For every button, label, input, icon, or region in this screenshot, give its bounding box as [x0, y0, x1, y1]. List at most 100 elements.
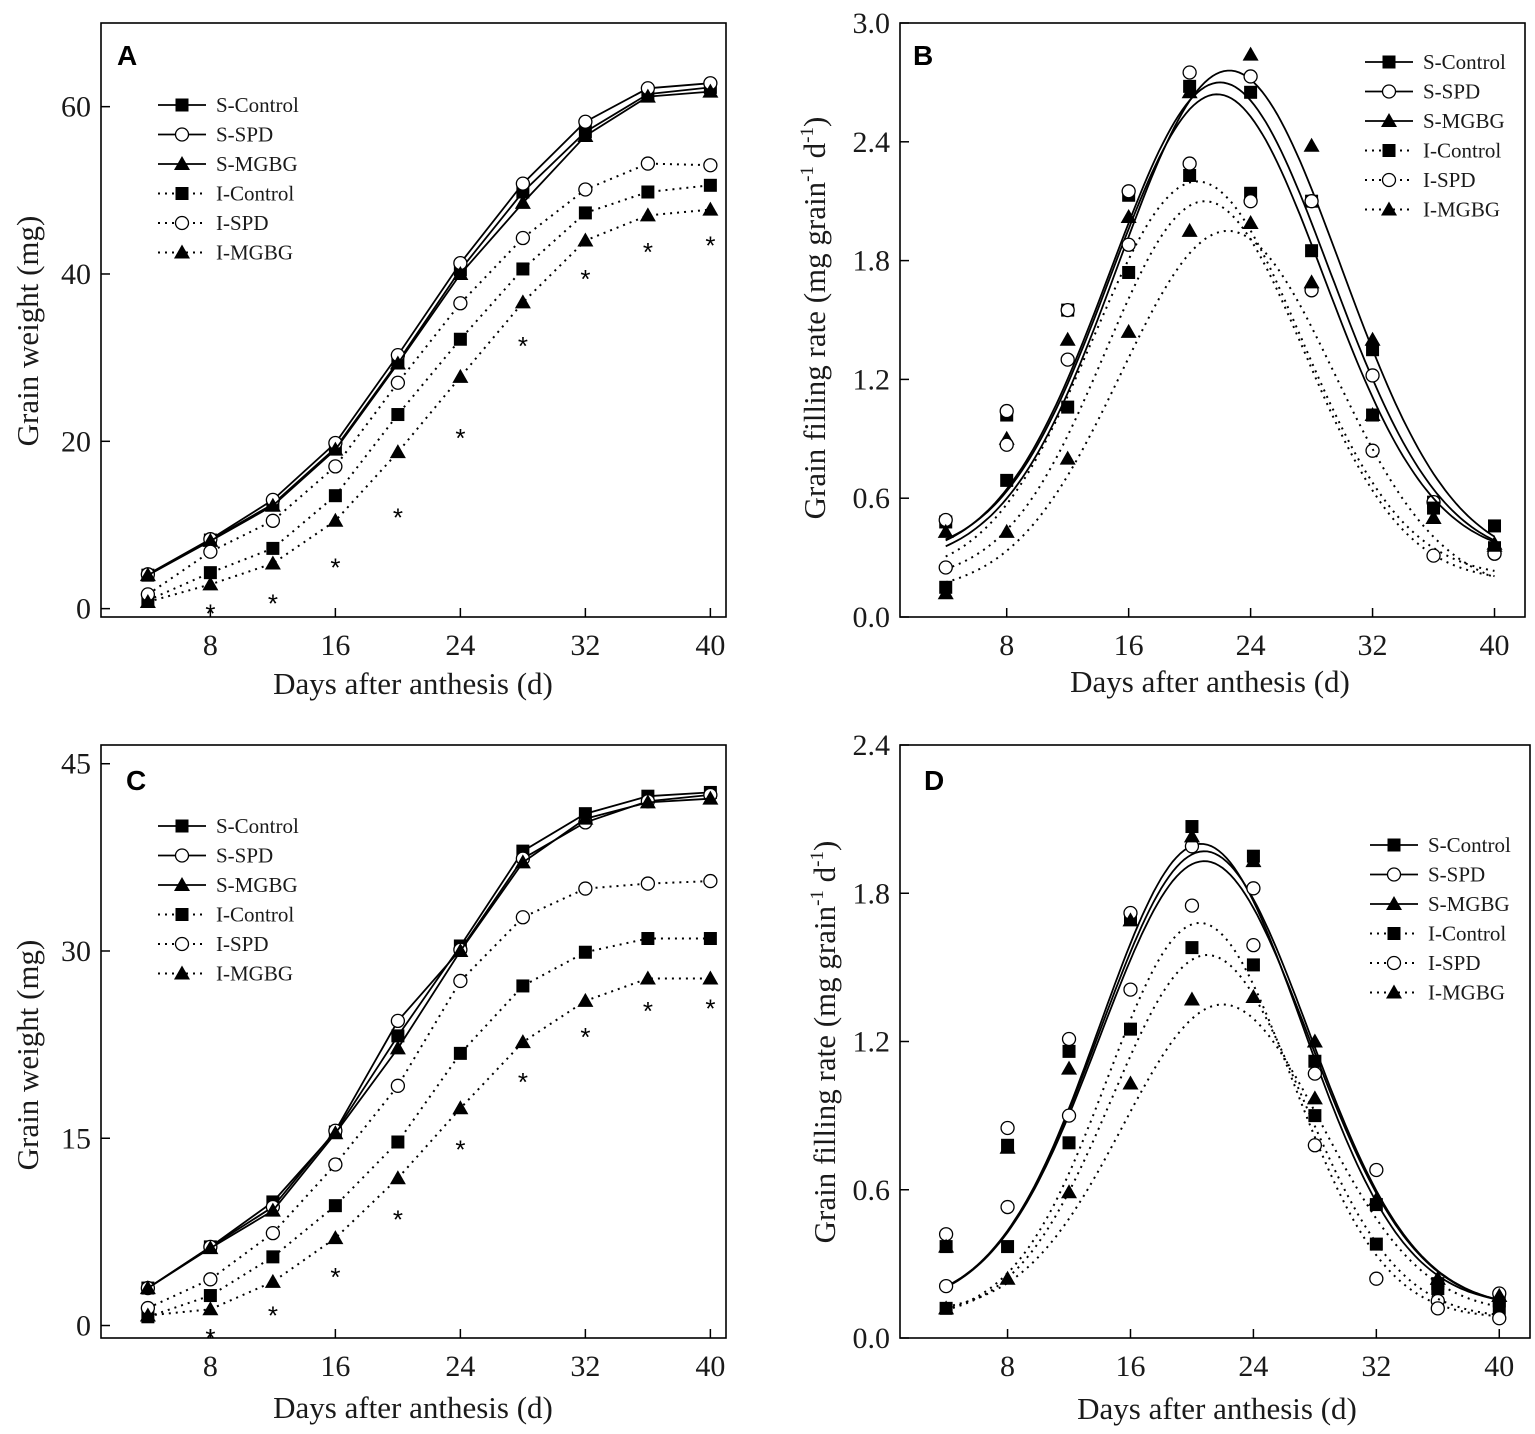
- chart-d-ytick-label: 0.0: [853, 1322, 891, 1355]
- chart-b-point-i-mgbg: [937, 585, 954, 600]
- chart-c-significance-star: *: [268, 1301, 278, 1331]
- chart-c-significance-star: *: [455, 1134, 465, 1164]
- chart-d-line-s-spd: [945, 850, 1500, 1301]
- chart-b-xtick-label: 40: [1480, 629, 1510, 662]
- chart-b-ytick-label: 1.8: [853, 245, 891, 278]
- chart-b-line-i-mgbg: [945, 229, 1495, 584]
- chart-a-xtick-label: 8: [203, 629, 218, 662]
- chart-b-legend-label-i-control: I-Control: [1423, 139, 1501, 163]
- chart-a-significance-star: *: [643, 237, 653, 267]
- chart-b-point-i-mgbg: [1425, 510, 1442, 524]
- chart-d-xtick-label: 8: [1000, 1350, 1015, 1383]
- chart-c-point-s-mgbg: [389, 1040, 406, 1055]
- chart-d-ytick-label: 0.6: [853, 1174, 891, 1207]
- chart-c-point-i-mgbg: [264, 1273, 281, 1288]
- chart-b-xtick-label: 32: [1358, 629, 1388, 662]
- chart-c-xtick-label: 24: [445, 1350, 475, 1383]
- chart-b-point-i-mgbg: [1120, 323, 1137, 338]
- chart-c-point-i-mgbg: [389, 1170, 406, 1185]
- chart-a-legend-label-i-control: I-Control: [216, 182, 294, 206]
- chart-a-significance-star: *: [268, 589, 278, 619]
- chart-b-point-s-mgbg: [1364, 331, 1381, 346]
- chart-a-point-i-spd: [203, 544, 218, 559]
- chart-c-legend-label-s-mgbg: S-MGBG: [216, 873, 298, 897]
- chart-c-point-i-control: [328, 1199, 342, 1213]
- chart-c-line-s-control: [147, 791, 711, 1289]
- chart-c-legend-label-i-spd: I-SPD: [216, 932, 269, 956]
- chart-c-ytick-label: 45: [61, 748, 91, 781]
- chart-a-panel: 0 20 40 60 8 16 24 32 40 Days after anthesis (d) G…: [10, 22, 727, 701]
- chart-d-line-i-mgbg: [945, 1003, 1500, 1308]
- chart-c-point-i-spd: [515, 910, 531, 925]
- chart-a-legend-marker-s-mgbg: [174, 156, 190, 170]
- chart-c-point-s-mgbg: [514, 854, 531, 869]
- chart-a-ytick-label: 0: [76, 593, 91, 626]
- chart-a-point-i-spd: [515, 230, 531, 246]
- chart-b-point-i-mgbg: [1059, 450, 1076, 465]
- chart-c-panel: 0 15 30 45 8 16 24 32 40 Days after anthesis (d) G…: [10, 744, 727, 1425]
- chart-a-legend: S-Control S-SPD S-MGBG I-Control I-SPD I-MGBG: [158, 93, 299, 265]
- chart-a-point-i-mgbg: [577, 232, 594, 247]
- chart-d-legend-label-i-mgbg: I-MGBG: [1428, 981, 1505, 1005]
- chart-a-point-i-mgbg: [389, 444, 406, 459]
- chart-c-significance-star: *: [580, 1022, 590, 1052]
- chart-b-xtick-label: 16: [1114, 629, 1144, 662]
- chart-d-point-i-spd: [1430, 1301, 1445, 1316]
- chart-b-point-s-mgbg: [1242, 46, 1259, 61]
- chart-a-point-s-mgbg: [702, 83, 719, 98]
- chart-c-point-i-control: [453, 1046, 467, 1060]
- chart-d-point-s-mgbg: [1183, 828, 1200, 843]
- chart-a-point-i-mgbg: [264, 555, 281, 570]
- chart-c-point-i-control: [703, 932, 717, 946]
- chart-b-ytick-label: 1.2: [853, 363, 891, 396]
- chart-a-legend-marker-i-mgbg: [174, 244, 190, 259]
- chart-c-line-s-spd: [147, 794, 711, 1289]
- chart-d-point-i-spd: [1246, 937, 1261, 953]
- chart-d-ytick-label: 1.2: [853, 1026, 891, 1059]
- chart-d-point-i-mgbg: [999, 1270, 1016, 1285]
- chart-a-point-s-mgbg: [264, 497, 281, 512]
- chart-b-point-i-mgbg: [1181, 222, 1198, 237]
- chart-a-legend-marker-i-control: [175, 187, 189, 200]
- chart-b-legend-label-i-mgbg: I-MGBG: [1423, 198, 1500, 222]
- chart-c-xtick-label: 40: [695, 1350, 725, 1383]
- chart-d-legend-marker-i-mgbg: [1386, 984, 1402, 999]
- chart-c-point-i-control: [266, 1250, 280, 1264]
- chart-d-legend-label-s-mgbg: S-MGBG: [1428, 892, 1510, 916]
- chart-b-point-i-spd: [1182, 156, 1197, 171]
- chart-b-point-s-mgbg: [1303, 137, 1320, 152]
- chart-d-point-i-control: [1001, 1240, 1015, 1254]
- chart-b-point-i-spd: [1243, 194, 1258, 209]
- chart-d-legend-marker-s-spd: [1386, 867, 1402, 882]
- chart-d-panel: 0.0 0.6 1.2 1.8 2.4 8 16 24 32 40 Days after anthe…: [807, 729, 1531, 1426]
- chart-a-legend-label-s-control: S-Control: [216, 93, 299, 117]
- chart-c-point-s-mgbg: [139, 1280, 156, 1295]
- chart-c-point-i-control: [641, 932, 655, 946]
- chart-a-point-i-control: [328, 489, 342, 503]
- chart-c-label: C: [126, 765, 146, 796]
- chart-d-point-i-control: [1431, 1282, 1445, 1296]
- chart-a-point-s-mgbg: [514, 194, 531, 209]
- chart-d-point-s-spd: [1369, 1162, 1384, 1178]
- chart-c-legend-marker-s-spd: [174, 848, 190, 863]
- chart-a-point-i-spd: [390, 375, 406, 390]
- chart-a-point-i-control: [453, 332, 467, 346]
- chart-b-point-i-control: [1305, 244, 1319, 258]
- chart-b-point-s-mgbg: [1059, 331, 1076, 346]
- chart-c-point-i-spd: [203, 1272, 218, 1287]
- chart-c-line-i-control: [147, 937, 711, 1318]
- chart-b-point-s-mgbg: [937, 523, 954, 538]
- chart-a-point-s-mgbg: [327, 441, 344, 456]
- chart-c-point-i-mgbg: [452, 1100, 469, 1115]
- chart-b-ytick-label: 0.6: [853, 482, 891, 515]
- chart-a-significance-star: *: [518, 331, 528, 361]
- chart-b-point-s-mgbg: [1120, 209, 1137, 224]
- chart-c-point-i-spd: [453, 973, 468, 989]
- chart-d-line-s-control: [945, 842, 1500, 1301]
- chart-c-point-i-control: [516, 979, 530, 993]
- chart-c-significance-star: *: [205, 1323, 215, 1353]
- chart-c-point-i-spd: [328, 1157, 343, 1172]
- chart-a-line-i-spd: [147, 162, 711, 596]
- chart-a-point-i-mgbg: [139, 593, 156, 608]
- chart-a-point-i-spd: [328, 459, 343, 474]
